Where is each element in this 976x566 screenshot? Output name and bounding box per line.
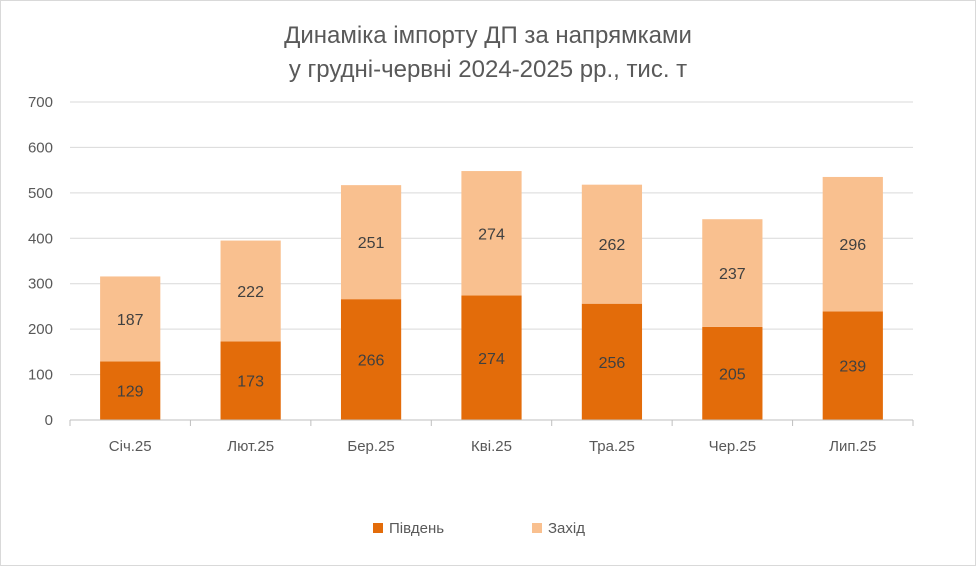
data-label: 256 (599, 355, 626, 372)
bar-south (822, 311, 883, 420)
bar-west (461, 171, 522, 296)
y-tick-label: 600 (28, 139, 53, 156)
bar-west (581, 184, 643, 304)
x-tick-label: Кві.25 (471, 438, 512, 455)
bar-south (340, 299, 402, 420)
data-label: 239 (839, 359, 866, 376)
y-tick-label: 0 (45, 412, 53, 429)
y-tick-label: 100 (28, 367, 53, 384)
y-tick-label: 700 (28, 94, 53, 111)
data-label: 187 (117, 312, 144, 329)
data-label: 266 (358, 353, 385, 370)
data-labels: 129 187 173 222 266 251 274 274 256 262 205 237 239 2… (117, 226, 866, 400)
x-tick-label: Чер.25 (709, 438, 757, 455)
data-label: 274 (478, 226, 505, 243)
bar-south (461, 295, 522, 420)
chart-title-line-1: Динаміка імпорту ДП за напрямками (284, 22, 692, 49)
bar-south (581, 303, 643, 420)
data-label: 251 (358, 235, 385, 252)
legend-swatch (373, 523, 383, 533)
bar-south (220, 341, 281, 420)
data-label: 237 (719, 266, 746, 283)
y-tick-label: 500 (28, 185, 53, 202)
legend-label: Захід (548, 520, 585, 537)
data-label: 129 (117, 384, 144, 401)
legend: Південь Захід (373, 520, 585, 537)
bar-west (340, 185, 402, 300)
bar-west (702, 219, 763, 327)
data-label: 205 (719, 366, 746, 383)
x-tick-label: Січ.25 (109, 438, 152, 455)
bar-west (822, 176, 883, 312)
y-tick-label: 200 (28, 321, 53, 338)
legend-swatch (532, 523, 542, 533)
y-tick-label: 400 (28, 230, 53, 247)
data-label: 274 (478, 351, 505, 368)
y-tick-label: 300 (28, 276, 53, 293)
bars (100, 171, 883, 420)
data-label: 262 (599, 237, 626, 254)
data-label: 296 (839, 237, 866, 254)
x-tick-label: Лип.25 (829, 438, 876, 455)
chart-title-line-2: у грудні-червні 2024-2025 рр., тис. т (288, 56, 688, 83)
data-label: 222 (237, 284, 264, 301)
bar-south (702, 326, 763, 420)
bar-west (100, 276, 161, 362)
bar-south (100, 361, 161, 420)
chart-title: Динаміка імпорту ДП за напрямками у груд… (1, 19, 975, 87)
axes: 0 100 200 300 400 500 600 700 Січ.25 Лют.25 Бер.25… (28, 94, 914, 455)
x-tick-label: Бер.25 (347, 438, 394, 455)
data-label: 173 (237, 374, 264, 391)
bar-west (220, 240, 281, 342)
x-tick-label: Тра.25 (589, 438, 635, 455)
x-tick-label: Лют.25 (227, 438, 274, 455)
legend-label: Південь (389, 520, 444, 537)
